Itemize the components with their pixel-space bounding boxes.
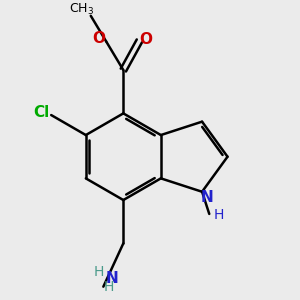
Text: H: H: [214, 208, 224, 222]
Text: H: H: [103, 280, 113, 294]
Text: N: N: [201, 190, 213, 205]
Text: O: O: [92, 31, 105, 46]
Text: O: O: [139, 32, 152, 47]
Text: H: H: [94, 265, 104, 279]
Text: Cl: Cl: [33, 105, 49, 120]
Text: N: N: [105, 271, 118, 286]
Text: CH$_3$: CH$_3$: [69, 2, 94, 17]
